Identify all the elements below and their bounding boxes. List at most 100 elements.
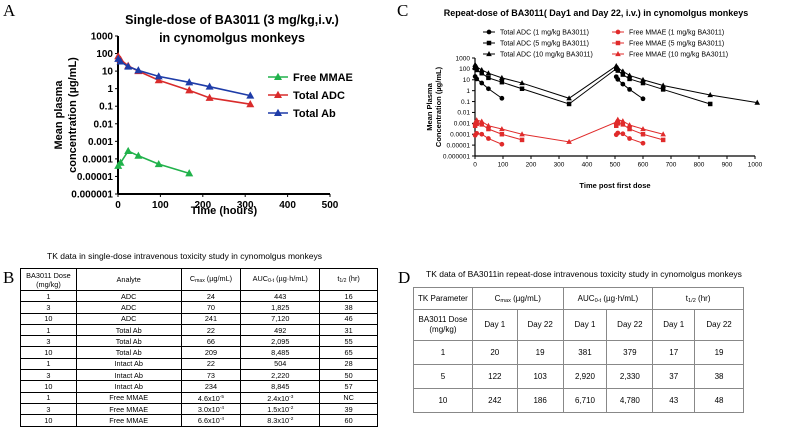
header-cmax-day22: Day 22: [516, 309, 564, 341]
chart-c-data-point: [486, 136, 491, 141]
chart-a-legend-marker: [274, 108, 282, 116]
cell-thalf: 31: [319, 323, 378, 337]
cell-auc-d1: 2,920: [562, 364, 608, 389]
cell-analyte: ADC: [75, 289, 182, 303]
chart-c-data-point: [660, 82, 666, 88]
cell-t-d1: 43: [652, 388, 696, 413]
chart-c-data-point: [479, 70, 484, 76]
chart-c-x-tick-label: 300: [554, 162, 565, 169]
chart-c-x-tick-label: 700: [666, 162, 677, 169]
chart-c-legend-marker: [615, 29, 621, 35]
cell-cmax-d22: 186: [516, 388, 564, 413]
chart-c-legend-marker: [486, 29, 492, 35]
cell-analyte: Free MMAE: [75, 391, 182, 404]
chart-a-data-point: [154, 159, 163, 168]
chart-c-y-tick-label: 100: [459, 66, 470, 73]
table-row: 3 Free MMAE 3.0x10-4 1.5x10-2 39: [20, 402, 378, 416]
chart-c-y-tick-label: 0.01: [457, 110, 470, 117]
chart-c-x-tick-label: 1000: [748, 162, 763, 169]
cell-auc-d22: 4,780: [606, 388, 654, 413]
chart-c-data-point: [620, 68, 626, 74]
cell-analyte: ADC: [75, 301, 182, 314]
table-b-header-row: BA3011 Dose (mg/kg) Analyte Cmax (µg/mL) …: [20, 268, 378, 291]
cell-auc: 1,825: [240, 301, 321, 314]
header-analyte: Analyte: [75, 268, 182, 291]
table-row: 5 122 103 2,920 2,330 37 38: [413, 364, 744, 389]
cell-thalf: 65: [319, 346, 378, 359]
header-auc: AUC0-t (µg·h/mL): [240, 268, 321, 291]
chart-c-legend-label: Free MMAE (5 mg/kg BA3011): [629, 41, 724, 48]
chart-a-legend-marker: [274, 72, 282, 80]
chart-c-x-tick-label: 200: [526, 162, 537, 169]
cell-cmax: 22: [180, 357, 242, 371]
chart-c-data-point: [626, 72, 633, 78]
chart-c-data-point: [754, 99, 761, 105]
chart-c-y-axis-label-line-0: Mean Plasma: [425, 82, 434, 130]
chart-c-data-point: [473, 64, 480, 70]
chart-c-x-tick-label: 800: [694, 162, 705, 169]
chart-a-y-tick-label: 100: [96, 49, 113, 60]
panel-label-a: A: [3, 1, 16, 20]
header-cmax-day1: Day 1: [471, 309, 518, 341]
chart-c-data-point: [486, 126, 491, 132]
chart-c-x-tick-label: 400: [582, 162, 593, 169]
chart-c-legend-marker: [486, 51, 492, 57]
cell-dose: 1: [20, 391, 77, 404]
header-dose: BA3011 Dose (mg/kg): [413, 309, 473, 341]
chart-a-legend-label: Total ADC: [293, 90, 345, 102]
table-row: 3 ADC 70 1,825 38: [20, 301, 378, 314]
chart-a-x-tick-label: 0: [115, 200, 121, 211]
chart-c-data-point: [486, 86, 491, 92]
cell-t-d1: 17: [652, 340, 696, 365]
cell-cmax: 66: [180, 335, 242, 348]
chart-a-y-tick-label: 0.01: [94, 119, 114, 130]
chart-c-x-tick-label: 900: [722, 162, 733, 169]
chart-c-legend-marker: [615, 40, 621, 46]
table-d-repeat-dose-tk: TK Parameter Cmax (µg/mL) AUC0-t (µg·h/m…: [413, 287, 744, 413]
cell-auc-d22: 379: [606, 340, 654, 365]
chart-c-data-point: [566, 138, 572, 144]
cell-dose: 1: [20, 357, 77, 371]
header-auc-day1: Day 1: [562, 309, 608, 341]
chart-c-x-tick-label: 100: [498, 162, 509, 169]
cell-t-d22: 19: [694, 340, 744, 365]
cell-thalf: 16: [319, 289, 378, 303]
chart-a-data-point: [185, 78, 194, 86]
cell-auc: 2,220: [240, 369, 321, 382]
panel-label-d: D: [398, 268, 411, 287]
table-d-subheader-row: BA3011 Dose (mg/kg) Day 1 Day 22 Day 1 Da…: [413, 309, 744, 341]
header-tk-parameter: TK Parameter: [413, 287, 473, 310]
chart-a-x-tick-label: 500: [322, 200, 339, 211]
chart-c-y-tick-label: 0.1: [461, 99, 470, 106]
chart-c-data-point: [486, 75, 491, 81]
chart-a-data-point: [185, 86, 194, 94]
chart-c-data-point: [615, 68, 621, 73]
cell-auc: 7,120: [240, 312, 321, 325]
cell-cmax: 4.6x10-5: [180, 391, 242, 404]
cell-analyte: Intact Ab: [75, 380, 182, 393]
chart-c-y-tick-label: 0.0001: [450, 131, 470, 138]
table-b-caption: TK data in single-dose intravenous toxic…: [47, 251, 322, 261]
cell-thalf: 28: [319, 357, 378, 371]
cell-cmax: 209: [180, 346, 242, 359]
chart-a-data-point: [205, 93, 214, 101]
chart-c-legend-label: Free MMAE (1 mg/kg BA3011): [629, 30, 724, 37]
cell-cmax: 234: [180, 380, 242, 393]
cell-auc: 8.3x10-2: [240, 414, 321, 427]
chart-c-y-tick-label: 0.000001: [443, 153, 470, 160]
chart-c-data-point: [660, 87, 666, 92]
cell-auc: 1.5x10-2: [240, 402, 321, 416]
chart-c-y-tick-label: 10: [463, 77, 471, 84]
table-row: 3 Intact Ab 73 2,220 50: [20, 369, 378, 382]
chart-c-data-point: [627, 76, 632, 82]
chart-c-data-point: [627, 87, 632, 92]
cell-cmax-d22: 19: [516, 340, 564, 365]
cell-dose: 3: [20, 301, 77, 314]
table-row: 1 Intact Ab 22 504 28: [20, 357, 378, 371]
cell-cmax: 22: [180, 323, 242, 337]
header-dose: BA3011 Dose (mg/kg): [20, 268, 77, 291]
cell-analyte: ADC: [75, 312, 182, 325]
cell-cmax-d1: 122: [471, 364, 518, 389]
